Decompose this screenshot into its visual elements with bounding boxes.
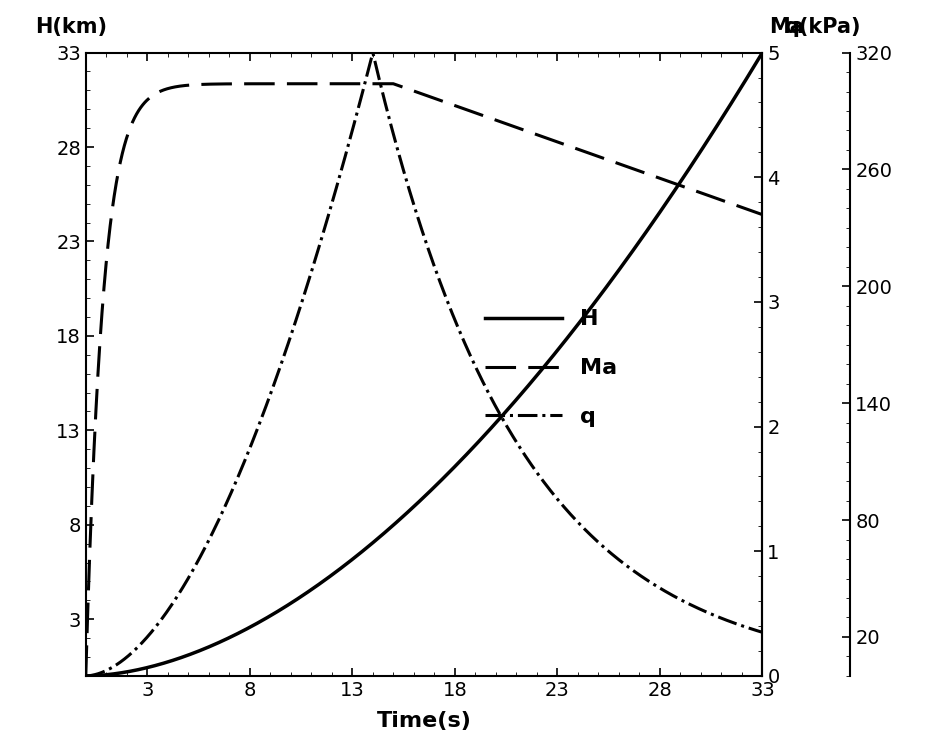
Ma (545, 135, 556, 144)
q (607, 551, 619, 560)
H (149, 661, 160, 670)
q (756, 628, 767, 637)
Ma (387, 80, 399, 89)
H (756, 48, 767, 57)
Line: Ma: Ma (86, 84, 762, 676)
H (607, 273, 619, 282)
q (545, 487, 556, 496)
H (353, 549, 365, 558)
Ma (620, 162, 631, 171)
Legend: H, Ma, q: H, Ma, q (475, 300, 625, 436)
Ma (378, 80, 389, 89)
Ma (756, 210, 767, 219)
q (80, 671, 91, 680)
q (378, 95, 389, 104)
q (149, 623, 160, 632)
Ma (80, 671, 91, 680)
Text: q(kPa): q(kPa) (783, 17, 860, 37)
Line: q: q (86, 53, 762, 676)
H (80, 671, 91, 680)
Text: Ma: Ma (768, 17, 803, 37)
X-axis label: Time(s): Time(s) (376, 711, 471, 731)
H (545, 354, 556, 363)
Line: H: H (86, 53, 762, 676)
H (378, 529, 389, 538)
q (367, 49, 378, 58)
Ma (353, 80, 365, 89)
Text: H(km): H(km) (35, 17, 107, 37)
Ma (149, 89, 160, 98)
H (619, 256, 630, 265)
Ma (607, 158, 619, 167)
q (353, 100, 365, 109)
q (620, 561, 631, 570)
